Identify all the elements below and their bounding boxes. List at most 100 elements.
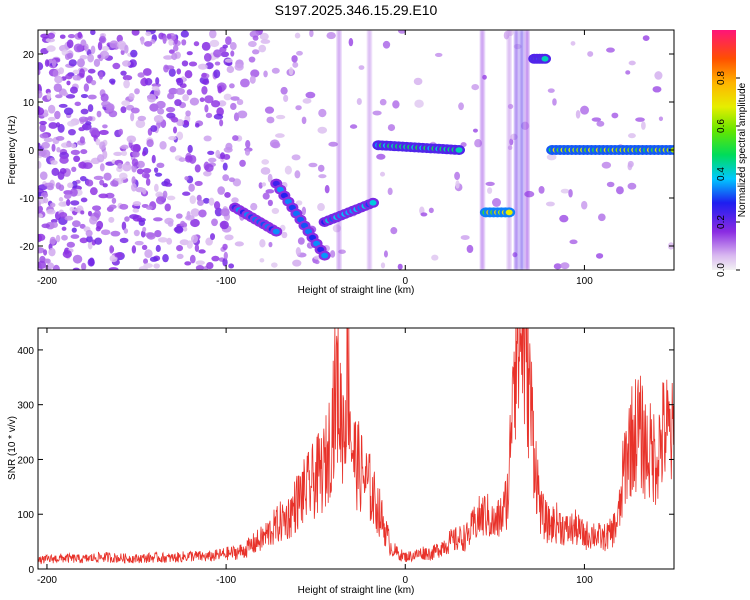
spectrogram-noise-blob [38,83,42,91]
spectrogram-noise-blob [141,172,150,179]
spectrogram-noise-blob [271,141,281,149]
spectrogram-noise-blob [155,244,161,253]
spectrogram-noise-blob [40,149,51,158]
spectrogram-noise-blob [180,220,186,227]
spectrogram-noise-blob [140,230,146,238]
spectrogram-noise-blob [135,119,146,129]
spectrogram-noise-blob [85,229,93,237]
spectrogram-noise-blob [58,67,65,75]
spectrogram-noise-blob [318,108,327,118]
spectrogram-noise-blob [120,106,127,114]
spectrogram-noise-blob [102,124,108,129]
spectrogram-noise-blob [128,93,135,100]
spectrogram-noise-blob [223,93,232,101]
spectrogram-noise-blob [228,263,235,269]
spectrogram-noise-blob [131,176,136,185]
spectrogram-noise-blob [189,254,196,264]
spectrogram-noise-blob [217,186,226,195]
spectrogram-noise-blob [387,187,393,196]
spectrogram-noise-blob [51,59,57,67]
spectrogram-noise-blob [79,237,88,244]
spectrogram-noise-blob [87,68,96,74]
spectrogram-noise-blob [266,116,275,124]
spectrogram-noise-blob [168,38,174,46]
spectrogram-noise-blob [90,45,96,55]
spectrogram-noise-blob [164,203,171,212]
spectrogram-noise-blob [596,120,605,127]
spectrogram-noise-blob [280,86,288,95]
spectrogram-noise-blob [130,49,138,58]
spectrogram-noise-blob [169,146,177,153]
spectrogram-noise-blob [56,146,61,153]
spectrogram-noise-blob [131,158,139,167]
spectrogram-noise-blob [151,85,160,91]
colorbar-tick-label: 0.8 [716,71,727,85]
spectrogram-noise-blob [546,153,557,161]
spectrogram-noise-blob [108,78,116,84]
spectrogram-noise-blob [98,71,104,80]
spectrogram-noise-blob [181,39,187,46]
spectrogram-noise-blob [145,31,152,37]
spectrogram-noise-blob [155,196,166,205]
spectrogram-noise-blob [99,50,109,60]
spectrogram-noise-blob [132,201,142,207]
spectrogram-noise-blob [222,162,228,171]
spectrogram-noise-blob [431,254,439,261]
spectrogram-noise-blob [225,142,233,151]
spectrogram-noise-blob [163,55,173,60]
spectrogram-noise-blob [460,235,470,240]
spectrogram-noise-blob [92,205,102,211]
spectrogram-noise-blob [259,239,266,248]
spectrogram-noise-blob [595,253,604,259]
spectrogram-noise-blob [281,231,288,239]
spectrogram-noise-blob [52,69,59,78]
spectrogram-noise-blob [168,136,177,141]
snr-y-tick-label: 0 [28,565,34,576]
spectrogram-noise-blob [627,182,637,190]
spectrogram-noise-blob [138,265,148,270]
spectrogram-noise-blob [222,243,228,251]
spectrogram-noise-blob [99,179,105,186]
spectrogram-noise-blob [236,99,244,106]
spectrogram-noise-blob [197,199,204,206]
spectrogram-noise-blob [109,245,114,254]
spectrogram-noise-blob [70,234,80,239]
spectrogram-y-tick-label: 20 [23,50,35,61]
spectrogram-noise-blob [209,39,220,48]
spectrogram-noise-blob [98,193,109,199]
spectrogram-noise-blob [190,218,200,228]
spectrogram-feature-core [321,252,329,259]
spectrogram-noise-blob [47,116,56,122]
snr-y-tick-label: 400 [17,346,34,357]
spectrogram-noise-blob [156,100,166,109]
spectrogram-noise-blob [65,94,76,99]
spectrogram-noise-blob [187,144,193,154]
spectrogram-noise-blob [234,241,244,247]
spectrogram-noise-blob [134,240,144,246]
spectrogram-noise-blob [69,206,75,212]
spectrogram-noise-blob [190,234,198,244]
spectrogram-noise-blob [598,213,606,222]
spectrogram-noise-blob [55,234,61,243]
spectrogram-feature-core [455,147,463,153]
spectrogram-noise-blob [89,216,98,225]
snr-panel: -200 -100 0 100 0 100 200 300 400 Height of str… [7,327,675,596]
spectrogram-x-label: Height of straight line (km) [298,285,415,296]
spectrogram-noise-blob [55,182,62,190]
spectrogram-noise-blob [458,102,464,111]
spectrogram-noise-blob [231,197,239,204]
spectrogram-noise-blob [44,182,54,187]
spectrogram-noise-blob [69,86,78,94]
colorbar-ticks: 0.0 0.2 0.4 0.6 0.8 [716,71,740,277]
spectrogram-noise-blob [59,156,69,164]
spectrogram-noise-blob [93,210,101,218]
snr-x-tick-label: -100 [216,575,236,586]
spectrogram-noise-blob [485,181,495,187]
spectrogram-noise-blob [41,141,51,149]
spectrogram-noise-blob [44,266,52,270]
spectrogram-noise-blob [222,44,228,49]
spectrogram-noise-blob [105,103,115,112]
spectrogram-noise-blob [176,77,184,86]
spectrogram-noise-blob [176,119,185,127]
